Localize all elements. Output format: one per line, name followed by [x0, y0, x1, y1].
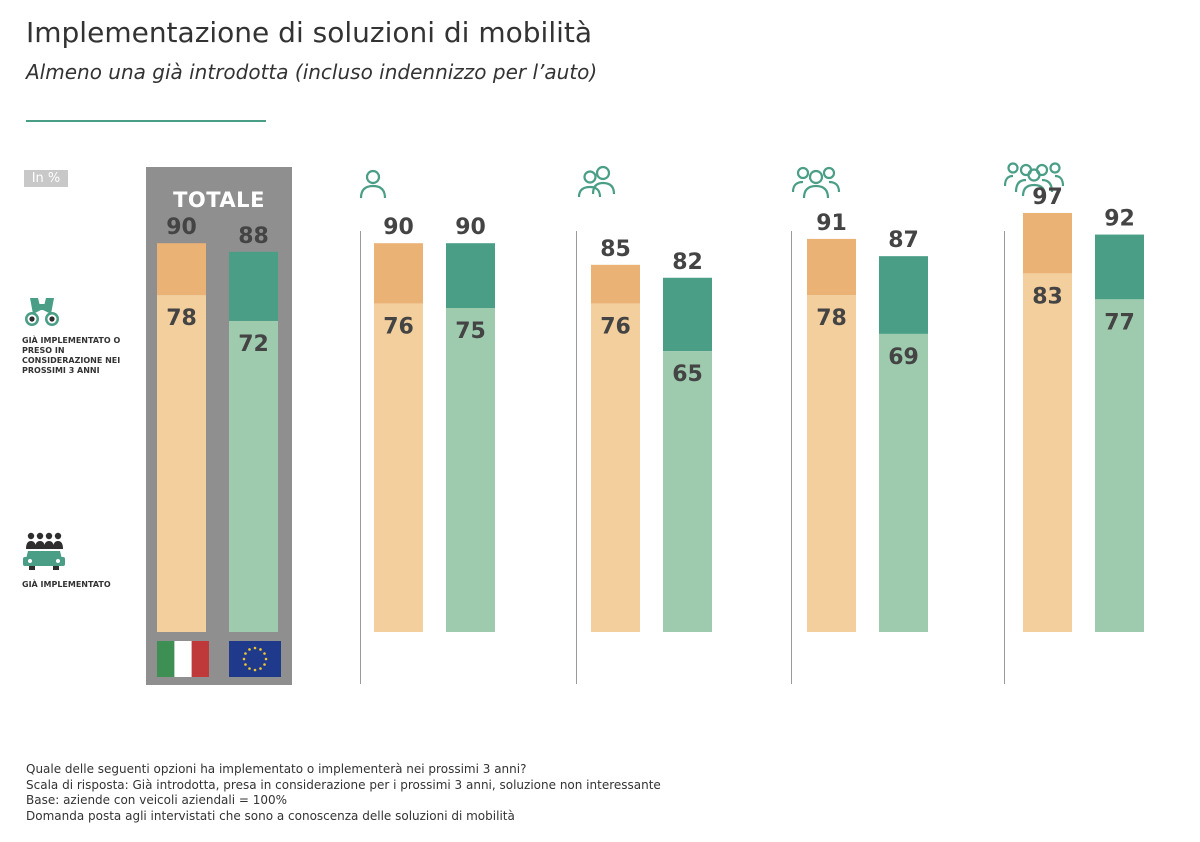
- bar-lower-orange: [1023, 273, 1072, 632]
- footnote-note: Domanda posta agli intervistati che sono…: [26, 808, 515, 823]
- group-divider: [791, 231, 792, 684]
- footnote-base: Base: aziende con veicoli aziendali = 10…: [26, 793, 288, 807]
- legend-upper-label: GIÀ IMPLEMENTATO O PRESO IN CONSIDERAZIO…: [22, 336, 121, 375]
- eu-star: [253, 668, 257, 672]
- bar-lower-green: [1095, 299, 1144, 632]
- unit-badge: In %: [24, 170, 68, 187]
- one-person-icon: [359, 169, 387, 199]
- group-divider: [576, 231, 577, 684]
- eu-flag-icon: [229, 641, 281, 677]
- bar-chart: 90 78 90 76 85 76 91 78 97 83 88 72 90 75 82 65 87 69 92 77: [157, 185, 1144, 632]
- two-people-icon: [577, 165, 616, 198]
- value-label-upper: 85: [600, 237, 631, 262]
- value-label-lower: 83: [1032, 284, 1063, 309]
- footnote-question: Quale delle seguenti opzioni ha implemen…: [26, 762, 527, 776]
- footnotes: Quale delle seguenti opzioni ha implemen…: [26, 762, 661, 824]
- eu-star: [263, 663, 266, 666]
- bar-lower-green: [663, 351, 712, 632]
- bar-upper-orange: [807, 238, 856, 296]
- bar-lower-orange: [591, 303, 640, 632]
- eu-star: [248, 648, 251, 651]
- eu-star: [244, 652, 247, 655]
- total-label: TOTALE: [173, 188, 265, 212]
- value-label-lower: 78: [166, 306, 197, 331]
- value-label-lower: 69: [888, 345, 919, 370]
- chart-subtitle: Almeno una già introdotta (incluso inden…: [26, 60, 598, 84]
- group-divider: [1004, 231, 1005, 684]
- bar-upper-orange: [374, 243, 423, 304]
- value-label-upper: 82: [672, 250, 703, 275]
- value-label-upper: 91: [816, 211, 847, 236]
- employees-car-icon: [23, 532, 65, 570]
- eu-star: [253, 646, 257, 650]
- legend-upper: GIÀ IMPLEMENTATO O PRESO IN CONSIDERAZIO…: [22, 296, 132, 376]
- value-label-lower: 78: [816, 306, 847, 331]
- bar-upper-orange: [157, 243, 206, 296]
- bar-lower-green: [229, 320, 278, 632]
- value-label-upper: 90: [166, 215, 197, 240]
- eu-star: [242, 657, 246, 661]
- binoculars-icon: [25, 298, 59, 326]
- four-people-icon: [1004, 162, 1064, 197]
- bar-upper-green: [229, 251, 278, 321]
- bar-lower-green: [446, 308, 495, 632]
- bar-upper-orange: [591, 264, 640, 304]
- eu-star: [248, 667, 251, 670]
- value-label-upper: 97: [1032, 185, 1063, 210]
- eu-star: [263, 652, 266, 655]
- title-underline: [26, 120, 266, 122]
- footnote-scale: Scala di risposta: Già introdotta, presa…: [26, 777, 661, 792]
- three-people-icon: [791, 166, 841, 199]
- value-label-upper: 87: [888, 228, 919, 253]
- legend-lower-label: GIÀ IMPLEMENTATO: [22, 580, 111, 589]
- eu-star: [259, 648, 262, 651]
- bar-upper-green: [446, 243, 495, 308]
- value-label-lower: 77: [1104, 310, 1135, 335]
- eu-star: [259, 667, 262, 670]
- value-label-upper: 90: [455, 215, 486, 240]
- value-label-lower: 76: [383, 315, 414, 340]
- value-label-lower: 75: [455, 319, 486, 344]
- bar-lower-orange: [374, 303, 423, 632]
- legend-lower: GIÀ IMPLEMENTATO: [22, 532, 132, 590]
- bar-upper-green: [1095, 234, 1144, 300]
- value-label-upper: 90: [383, 215, 414, 240]
- bar-upper-orange: [1023, 212, 1072, 274]
- bar-upper-green: [879, 256, 928, 334]
- value-label-upper: 92: [1104, 207, 1135, 232]
- italy-flag-icon: [157, 641, 209, 677]
- eu-star: [244, 663, 247, 666]
- chart-title: Implementazione di soluzioni di mobilità: [26, 16, 593, 49]
- value-label-lower: 65: [672, 362, 703, 387]
- group-divider: [360, 231, 361, 684]
- value-label-lower: 76: [600, 315, 631, 340]
- eu-star: [264, 657, 268, 661]
- value-label-lower: 72: [238, 332, 269, 357]
- value-label-upper: 88: [238, 224, 269, 249]
- bar-lower-orange: [807, 295, 856, 632]
- bar-upper-green: [663, 277, 712, 352]
- bar-lower-green: [879, 333, 928, 632]
- bar-lower-orange: [157, 295, 206, 632]
